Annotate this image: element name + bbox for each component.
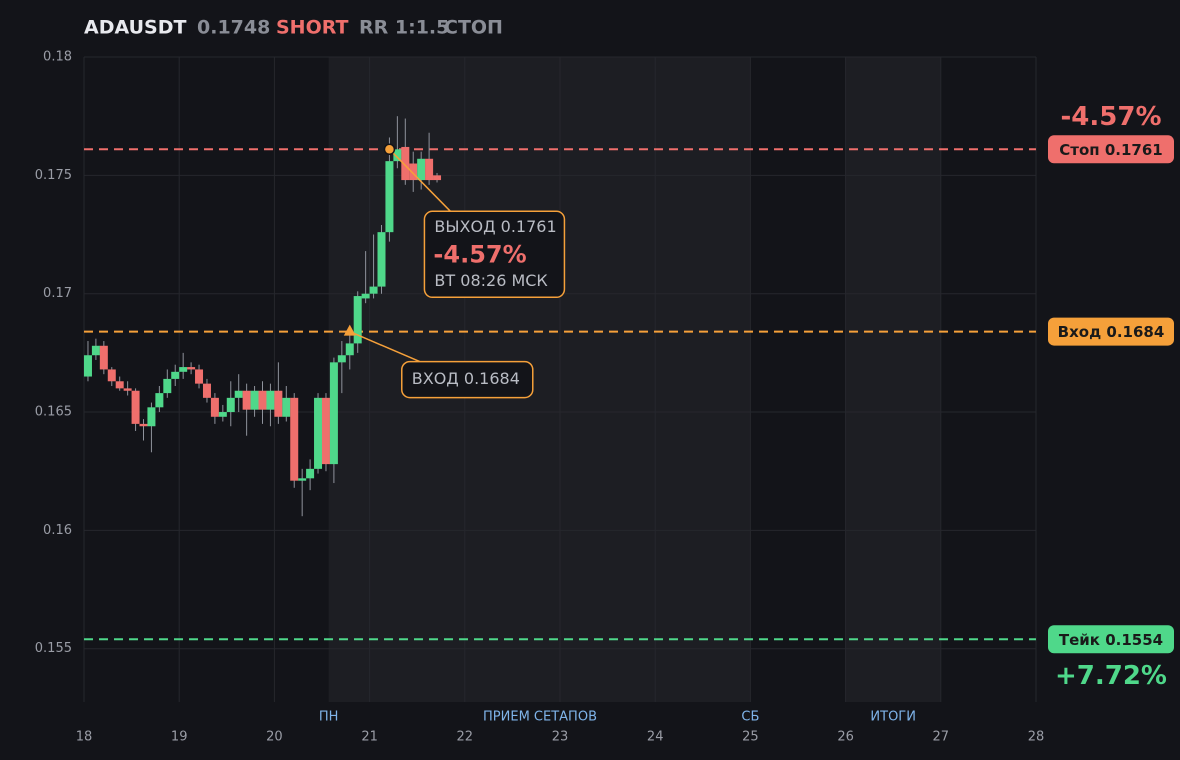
- session-label: ИТОГИ: [870, 710, 916, 725]
- session-region: [328, 57, 751, 702]
- session-label: ПН: [319, 710, 339, 725]
- candle-body: [123, 388, 132, 391]
- candle-body: [393, 149, 402, 162]
- x-tick-label: 21: [361, 730, 378, 745]
- candle-body: [306, 468, 315, 479]
- callout-label: ВЫХОД 0.1761: [434, 217, 556, 236]
- candle-body: [179, 367, 188, 372]
- y-tick-label: 0.16: [43, 523, 72, 538]
- candle-body: [401, 146, 410, 181]
- callout-box: [423, 210, 566, 299]
- risk-reward: RR 1:1.5: [359, 17, 449, 39]
- candle-body: [226, 397, 235, 413]
- candle-body: [99, 345, 108, 370]
- callout-label: ВХОД 0.1684: [412, 369, 520, 388]
- candle-body: [115, 381, 124, 389]
- candle-body: [314, 397, 323, 469]
- candle-body: [409, 163, 418, 181]
- candle-body: [187, 367, 196, 370]
- x-tick-label: 25: [742, 730, 759, 745]
- candle-body: [195, 369, 204, 384]
- candle-body: [274, 390, 283, 417]
- x-tick-label: 19: [171, 730, 188, 745]
- candle-body: [258, 390, 267, 410]
- callout-percent: -4.57%: [433, 240, 526, 268]
- candle-body: [139, 423, 148, 427]
- candle-body: [425, 158, 434, 181]
- level-percent: -4.57%: [1061, 102, 1162, 132]
- level-percent: +7.72%: [1055, 661, 1167, 691]
- x-tick-label: 23: [552, 730, 569, 745]
- candle-body: [329, 362, 338, 465]
- candle-body: [234, 390, 243, 398]
- candle-body: [202, 383, 211, 398]
- candle-body: [131, 390, 140, 424]
- level-badge: [1048, 135, 1174, 164]
- candle-body: [385, 161, 394, 233]
- x-tick-label: 26: [837, 730, 854, 745]
- x-tick-label: 18: [76, 730, 93, 745]
- y-tick-label: 0.165: [35, 405, 72, 420]
- candle-body: [353, 296, 362, 344]
- session-label: СБ: [741, 710, 759, 725]
- y-tick-label: 0.17: [43, 286, 72, 301]
- candle-body: [250, 390, 259, 410]
- candle-body: [337, 355, 346, 363]
- entry-marker: [343, 324, 356, 336]
- x-tick-label: 20: [266, 730, 283, 745]
- level-badge: [1048, 317, 1174, 346]
- candle-body: [321, 397, 330, 465]
- candle-body: [345, 343, 354, 356]
- candle-body: [266, 390, 275, 410]
- candle-body: [417, 158, 426, 181]
- y-tick-label: 0.175: [35, 168, 72, 183]
- callout-box: [401, 360, 534, 399]
- level-label: Вход 0.1684: [1058, 323, 1165, 341]
- callout-connector: [349, 330, 421, 363]
- candle-body: [242, 390, 251, 410]
- session-label: ПРИЕМ СЕТАПОВ: [483, 710, 597, 725]
- exit-marker: [383, 143, 396, 156]
- x-tick-label: 27: [933, 730, 950, 745]
- status: СТОП: [444, 17, 503, 39]
- symbol: ADAUSDT: [84, 17, 186, 39]
- callout-time: ВТ 08:26 МСК: [434, 271, 548, 290]
- candle-body: [83, 355, 92, 377]
- header: ADAUSDT 0.1748 SHORT RR 1:1.5 СТОП: [84, 17, 503, 39]
- candle-body: [163, 378, 172, 394]
- session-region: [845, 57, 941, 702]
- candle-body: [282, 397, 291, 417]
- x-tick-label: 24: [647, 730, 664, 745]
- candle-body: [171, 371, 180, 379]
- candle-body: [218, 412, 227, 417]
- candle-body: [107, 369, 116, 382]
- level-badge: [1048, 625, 1174, 654]
- candle-body: [147, 407, 156, 427]
- candle-body: [210, 397, 219, 417]
- y-tick-label: 0.155: [35, 641, 72, 656]
- candle-body: [298, 478, 307, 481]
- y-tick-label: 0.18: [43, 50, 72, 65]
- x-tick-label: 28: [1028, 730, 1045, 745]
- price: 0.1748: [197, 17, 270, 39]
- candle-body: [369, 286, 378, 294]
- callout-connector: [388, 148, 451, 212]
- x-tick-label: 22: [457, 730, 474, 745]
- side: SHORT: [276, 17, 349, 39]
- candle-body: [361, 293, 370, 299]
- candle-body: [155, 393, 164, 408]
- level-label: Тейк 0.1554: [1059, 631, 1163, 649]
- candle-body: [290, 397, 299, 481]
- candle-body: [91, 345, 100, 356]
- candle-body: [433, 175, 442, 181]
- level-label: Стоп 0.1761: [1059, 141, 1162, 159]
- candle-body: [377, 232, 386, 287]
